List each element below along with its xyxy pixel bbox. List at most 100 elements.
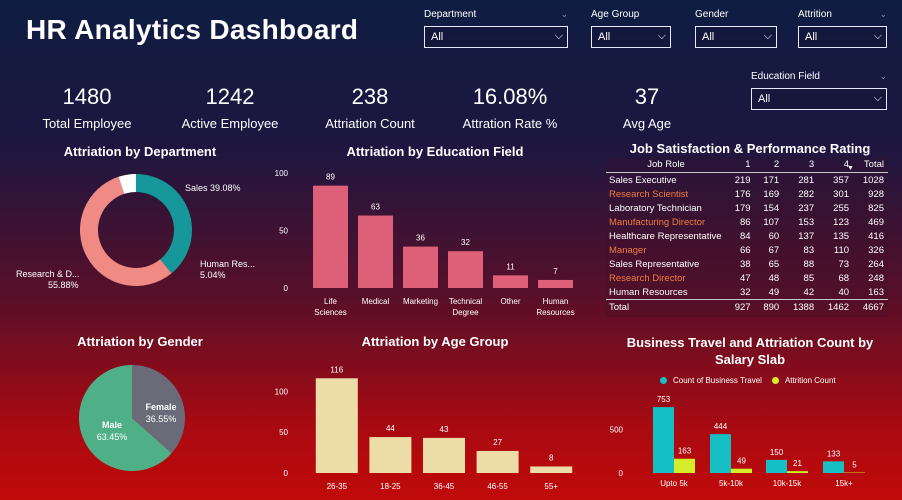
bar-value-label: 444	[714, 422, 728, 431]
table-row: Sales Executive 219 171 281 357 1028	[606, 173, 888, 188]
bar	[493, 275, 528, 288]
job-role-cell: Laboratory Technician	[609, 202, 702, 214]
rating-cell: 65	[768, 258, 780, 270]
column-header[interactable]: 4	[818, 157, 854, 173]
bar	[423, 437, 465, 473]
education-field-filter-label: Education Field	[751, 71, 820, 82]
x-category-label: Sciences	[314, 308, 346, 317]
rating-cell: 88	[803, 258, 815, 270]
rating-cell: 49	[768, 286, 780, 298]
age-group-select[interactable]: All ⌵	[591, 26, 671, 48]
education-field-select-value: All	[758, 93, 771, 105]
x-category-label: Upto 5k	[660, 479, 689, 488]
donut-label: 5.04%	[200, 270, 226, 280]
kpi-value: 1242	[205, 84, 255, 109]
chevron-down-icon: ⌵	[554, 30, 563, 42]
legend-dot-yellow	[771, 377, 779, 384]
age-bar-chart: 0 50 100 116 26-35 44 18-25 43 36-45 27 46-55 8 55+	[275, 365, 573, 491]
chevron-down-icon: ⌄	[560, 9, 568, 19]
bar-value-label: 36	[416, 234, 425, 243]
education-field-select[interactable]: All ⌵	[751, 88, 887, 110]
table-row: Laboratory Technician 179 154 237 255 825	[606, 201, 888, 215]
column-header[interactable]: 1	[726, 157, 755, 173]
bar	[530, 466, 573, 473]
bar	[476, 450, 519, 473]
job-table-title: Job Satisfaction & Performance Rating	[629, 141, 871, 156]
x-category-label: 5k-10k	[719, 479, 744, 488]
gender-select[interactable]: All ⌵	[695, 26, 777, 48]
bar-value-label: 163	[678, 447, 692, 456]
table-row: Research Scientist 176 169 282 301 928	[606, 187, 888, 201]
donut-slice-research-development	[80, 176, 172, 286]
kpi-attrition-count: 238 Attriation Count	[310, 84, 430, 131]
age-group-filter[interactable]: Age Group All ⌵	[591, 9, 671, 49]
kpi-value: 1480	[62, 84, 112, 109]
x-category-label: Resources	[536, 308, 574, 317]
bar	[538, 279, 573, 288]
rating-cell: 163	[868, 286, 884, 298]
attrition-filter[interactable]: Attrition ⌄ All ⌵	[798, 9, 887, 49]
column-header[interactable]: 3	[783, 157, 819, 173]
rating-cell: 301	[833, 188, 850, 200]
job-role-cell: Sales Representative	[609, 258, 700, 270]
rating-cell: 825	[868, 202, 884, 214]
donut-label: Sales 39.08%	[185, 183, 241, 193]
sort-desc-icon: ▼	[847, 165, 854, 172]
table-row: Total 927 890 1388 1462 4667	[606, 299, 888, 314]
donut-label: 55.88%	[48, 280, 79, 290]
gender-filter-label: Gender	[695, 9, 729, 20]
kpi-total-employee: 1480 Total Employee	[27, 84, 147, 131]
rating-cell: 66	[740, 244, 751, 256]
kpi-label: Attration Rate %	[462, 116, 558, 131]
bar-attrition	[731, 468, 752, 473]
rating-cell: 281	[798, 174, 815, 186]
rating-cell: 48	[768, 272, 780, 284]
attrition-select[interactable]: All ⌵	[798, 26, 887, 48]
x-category-label: 26-35	[327, 482, 348, 491]
department-select[interactable]: All ⌵	[424, 26, 568, 48]
kpi-label: Total Employee	[42, 116, 132, 131]
kpi-value: 16.08%	[472, 84, 548, 109]
rating-cell: 176	[734, 188, 751, 200]
job-role-cell: Research Scientist	[609, 188, 689, 200]
donut-label: Human Res...	[200, 259, 255, 269]
rating-cell: 123	[833, 216, 850, 228]
column-header[interactable]: 2	[754, 157, 784, 173]
travel-chart-title: Business Travel and Attriation Count by …	[626, 335, 874, 367]
gender-pie-chart: Male 63.45% Female 36.55%	[79, 365, 185, 471]
bar	[403, 246, 438, 288]
rating-cell: 219	[734, 174, 751, 186]
x-category-label: Medical	[362, 297, 390, 306]
gender-filter[interactable]: Gender All ⌵	[695, 9, 777, 49]
rating-cell: 38	[740, 258, 751, 270]
chevron-down-icon: ⌵	[657, 30, 666, 42]
table-row: Manufacturing Director 86 107 153 123 469	[606, 215, 888, 229]
attrition-filter-label: Attrition	[798, 9, 832, 20]
donut-slice-sales	[136, 174, 193, 274]
bar-value-label: 150	[770, 448, 784, 457]
column-header[interactable]: Job Role	[606, 157, 726, 173]
bar-value-label: 116	[330, 365, 343, 374]
x-category-label: Other	[500, 297, 520, 306]
bar-value-label: 11	[506, 262, 515, 271]
rating-cell: 85	[803, 272, 815, 284]
rating-cell: 890	[754, 299, 784, 314]
rating-cell: 135	[833, 230, 850, 242]
rating-cell: 42	[803, 286, 815, 298]
edu-chart-title: Attriation by Education Field	[346, 144, 524, 159]
x-category-label: 36-45	[434, 482, 455, 491]
kpi-value: 37	[634, 84, 660, 109]
rating-cell: 40	[838, 286, 850, 298]
education-field-filter[interactable]: Education Field ⌄ All ⌵	[751, 71, 887, 111]
travel-legend: Count of Business Travel Attrition Count	[660, 376, 836, 385]
column-header-total[interactable]: ▼ Total	[847, 157, 888, 173]
kpi-value: 238	[351, 84, 389, 109]
dept-donut-chart: Sales 39.08% Research & D...55.88% Human R…	[16, 174, 255, 290]
job-role-cell: Total	[606, 299, 726, 314]
bar-value-label: 7	[553, 267, 558, 276]
department-filter[interactable]: Department ⌄ All ⌵	[424, 9, 568, 49]
kpi-label: Active Employee	[181, 116, 279, 131]
rating-cell: 237	[798, 202, 815, 214]
y-tick-label: 0	[619, 469, 624, 478]
dept-chart-title: Attriation by Department	[63, 144, 217, 159]
